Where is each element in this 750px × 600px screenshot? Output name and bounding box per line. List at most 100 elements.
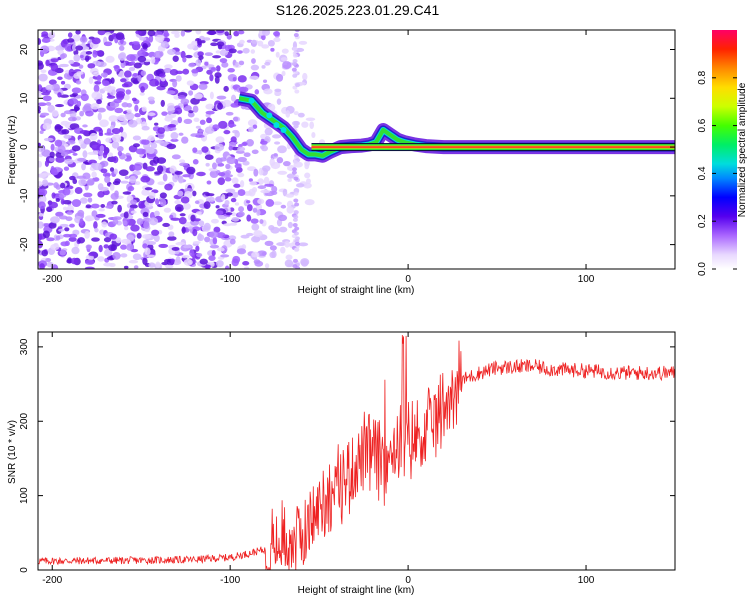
- noise-blob: [239, 180, 245, 188]
- noise-blob: [251, 39, 258, 48]
- noise-blob: [120, 78, 127, 83]
- noise-blob: [234, 163, 242, 169]
- noise-blob: [87, 197, 93, 203]
- noise-blob: [250, 218, 259, 224]
- noise-blob: [38, 233, 43, 241]
- noise-blob: [123, 211, 129, 219]
- top-plot-frame: [37, 29, 676, 270]
- noise-blob: [132, 73, 138, 77]
- noise-blob: [140, 175, 151, 183]
- noise-blob: [201, 146, 209, 153]
- noise-blob: [107, 152, 114, 158]
- noise-blob: [79, 110, 85, 117]
- noise-blob: [141, 106, 147, 112]
- noise-blob: [57, 226, 63, 230]
- noise-blob: [280, 204, 287, 209]
- noise-blob: [164, 183, 173, 191]
- noise-blob: [258, 167, 264, 176]
- noise-blob: [284, 240, 290, 248]
- noise-blob: [270, 47, 275, 52]
- noise-blob: [205, 110, 215, 115]
- noise-blob: [183, 258, 193, 266]
- noise-blob: [97, 190, 105, 198]
- noise-blob: [172, 55, 179, 62]
- noise-blob: [161, 261, 169, 266]
- noise-blob: [155, 261, 161, 268]
- noise-blob: [215, 136, 225, 143]
- noise-blob: [205, 162, 210, 167]
- noise-blob: [228, 123, 237, 127]
- noise-blob: [60, 120, 70, 126]
- noise-blob: [66, 211, 73, 216]
- noise-blob: [91, 237, 100, 242]
- noise-blob: [215, 50, 221, 54]
- noise-blob: [97, 30, 106, 36]
- noise-blob: [210, 218, 219, 224]
- noise-blob: [195, 59, 202, 67]
- noise-blob: [93, 221, 98, 230]
- noise-blob: [109, 233, 118, 240]
- noise-blob: [196, 211, 202, 215]
- noise-blob: [104, 248, 113, 257]
- noise-blob: [229, 238, 236, 245]
- noise-blob: [249, 181, 257, 186]
- colorbar-tick-label: 0.2: [697, 214, 708, 228]
- noise-blob: [51, 83, 60, 92]
- noise-blob: [147, 30, 156, 37]
- noise-blob: [294, 89, 300, 94]
- noise-blob: [208, 231, 219, 239]
- noise-blob: [215, 205, 220, 209]
- colorbar-ticks: 0.0 0.2 0.4 0.6 0.8: [697, 70, 737, 276]
- noise-blob: [273, 201, 282, 206]
- noise-blob: [225, 111, 234, 116]
- noise-blob: [138, 200, 145, 209]
- noise-blob: [148, 262, 156, 268]
- noise-blob: [114, 65, 120, 72]
- bottom-x-tick-label: -200: [42, 575, 62, 586]
- top-x-axis-label: Height of straight line (km): [298, 285, 415, 296]
- noise-blob: [100, 168, 108, 174]
- bottom-x-axis-label: Height of straight line (km): [298, 585, 415, 596]
- noise-blob: [93, 84, 100, 93]
- noise-blob: [148, 34, 154, 43]
- noise-blob: [137, 75, 142, 82]
- noise-blob: [111, 134, 122, 142]
- noise-blob: [203, 201, 211, 209]
- noise-blob: [124, 226, 129, 231]
- noise-blob: [95, 213, 106, 218]
- noise-blob: [187, 43, 195, 50]
- noise-blob: [216, 95, 227, 100]
- noise-blob: [142, 257, 148, 265]
- noise-blob: [130, 224, 140, 232]
- noise-blob: [88, 76, 94, 85]
- top-y-tick-label: 10: [19, 92, 30, 104]
- noise-blob: [69, 94, 77, 98]
- noise-blob: [219, 58, 228, 63]
- noise-blob: [161, 111, 168, 116]
- noise-blob: [155, 198, 160, 205]
- noise-blob: [242, 261, 250, 266]
- noise-blob: [269, 251, 276, 259]
- noise-blob: [170, 138, 179, 142]
- noise-blob: [217, 102, 223, 110]
- noise-blob: [170, 258, 175, 263]
- noise-blob: [195, 30, 202, 35]
- noise-blob: [88, 252, 97, 257]
- noise-blob: [103, 41, 113, 47]
- noise-blob: [301, 121, 309, 128]
- noise-blob: [77, 237, 86, 244]
- noise-blob: [231, 191, 239, 198]
- noise-blob: [224, 200, 230, 206]
- noise-blob: [55, 156, 65, 163]
- noise-blob: [42, 223, 51, 227]
- noise-blob: [55, 235, 61, 241]
- noise-blob: [79, 36, 88, 43]
- noise-blob: [38, 213, 44, 217]
- noise-blob: [45, 59, 50, 67]
- noise-blob: [249, 75, 259, 80]
- noise-blob: [43, 137, 54, 142]
- noise-blob: [39, 263, 45, 269]
- noise-blob: [305, 178, 311, 185]
- noise-blob: [181, 136, 189, 144]
- noise-blob: [185, 54, 193, 59]
